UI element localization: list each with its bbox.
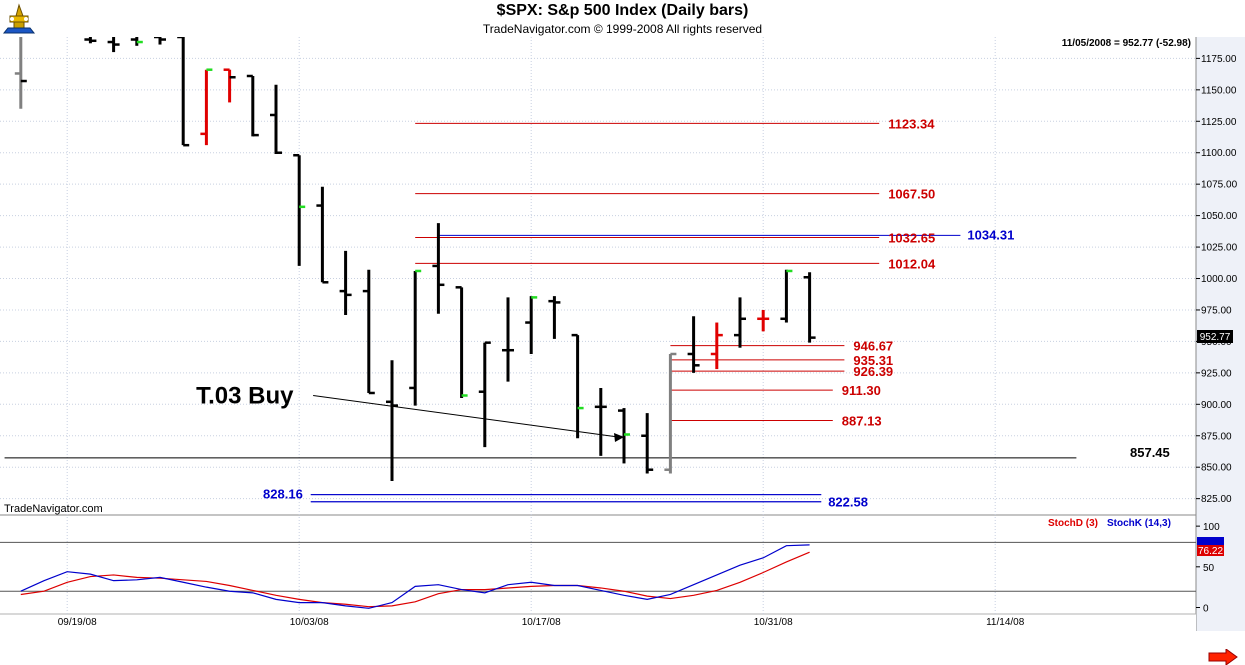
annotations: T.03 Buy — [196, 383, 624, 443]
level-label: 935.31 — [853, 353, 893, 368]
level-label: 911.30 — [842, 383, 881, 398]
chart-header: $SPX: S&p 500 Index (Daily bars) TradeNa… — [0, 0, 1245, 37]
chart-subtitle: TradeNavigator.com © 1999-2008 All right… — [482, 22, 763, 36]
price-tick-label: 1075.00 — [1201, 180, 1238, 191]
price-tick-label: 1100.00 — [1201, 148, 1237, 159]
annotation-arrow — [313, 395, 619, 438]
level-label: 828.16 — [263, 487, 303, 502]
price-tick-label: 1000.00 — [1201, 274, 1238, 285]
stoch-tick-label: 100 — [1203, 522, 1220, 533]
date-tick-label: 10/03/08 — [290, 617, 329, 628]
date-tick-label: 11/14/08 — [986, 617, 1025, 628]
level-label: 1034.31 — [967, 227, 1014, 242]
price-level-lines: 1123.34 1067.50 1034.31 1032.65 1012.04 946.6… — [4, 116, 1170, 510]
stoch-d-value-text: 76.22 — [1198, 546, 1223, 557]
price-tick-label: 1175.00 — [1201, 54, 1237, 65]
tradenavigator-logo-icon — [2, 2, 36, 36]
price-tick-label: 850.00 — [1201, 463, 1232, 474]
price-gridlines — [0, 57, 1196, 500]
stoch-k-value-tag — [1197, 537, 1224, 545]
chart-title: $SPX: S&p 500 Index (Daily bars) — [496, 2, 749, 19]
stoch-line — [20, 544, 810, 609]
price-tick-label: 975.00 — [1201, 305, 1232, 316]
price-tick-label: 925.00 — [1201, 368, 1232, 379]
price-readout: 11/05/2008 = 952.77 (-52.98) — [1062, 38, 1191, 49]
level-label: 857.45 — [1130, 445, 1170, 460]
stoch-pane[interactable] — [0, 515, 1196, 631]
price-tick-label: 1125.00 — [1201, 117, 1237, 128]
level-label: 1067.50 — [888, 187, 935, 202]
level-label: 887.13 — [842, 413, 882, 428]
level-label: 946.67 — [853, 339, 893, 354]
scroll-right-arrow-icon[interactable] — [1208, 649, 1238, 665]
last-price-tag — [1197, 330, 1233, 343]
stoch-d-value-tag — [1197, 545, 1224, 556]
level-label: 1123.34 — [888, 116, 935, 131]
price-tick-label: 1025.00 — [1201, 243, 1238, 254]
stochastic-indicator: 0 50 100 StochD (3) StochK (14,3) 76.22 — [0, 518, 1224, 614]
date-tick-label: 10/17/08 — [522, 617, 561, 628]
price-tick-label: 875.00 — [1201, 431, 1232, 442]
date-tick-labels: 09/19/08 10/03/08 10/17/08 10/31/08 11/14/08 — [58, 617, 1025, 628]
watermark-text: TradeNavigator.com — [4, 503, 103, 515]
level-label: 926.39 — [853, 364, 893, 379]
price-tick-labels: 825.00850.00875.00900.00925.00950.00975.… — [1196, 54, 1238, 505]
price-tick-label: 1050.00 — [1201, 211, 1238, 222]
date-axis[interactable] — [0, 614, 1196, 631]
stoch-legend-k: StochK (14,3) — [1107, 518, 1171, 529]
ohlc-bars — [14, 29, 816, 482]
date-tick-label: 10/31/08 — [754, 617, 793, 628]
stoch-tick-label: 50 — [1203, 563, 1215, 574]
stoch-legend-d: StochD (3) — [1048, 518, 1098, 529]
annotation-label: T.03 Buy — [196, 383, 294, 410]
price-tick-label: 825.00 — [1201, 494, 1232, 505]
level-label: 1032.65 — [888, 230, 935, 245]
chart-svg[interactable]: 1123.34 1067.50 1034.31 1032.65 1012.04 946.6… — [0, 29, 1245, 631]
stoch-tick-label: 0 — [1203, 603, 1209, 614]
last-price-tag-text: 952.77 — [1200, 332, 1231, 343]
price-tick-label: 1150.00 — [1201, 85, 1237, 96]
chart-area[interactable]: 1123.34 1067.50 1034.31 1032.65 1012.04 946.6… — [0, 29, 1245, 665]
price-pane[interactable] — [0, 37, 1196, 515]
annotation-arrowhead — [614, 433, 624, 443]
price-tick-label: 900.00 — [1201, 400, 1232, 411]
level-label: 1012.04 — [888, 256, 936, 271]
date-tick-label: 09/19/08 — [58, 617, 97, 628]
level-label: 822.58 — [828, 495, 868, 510]
